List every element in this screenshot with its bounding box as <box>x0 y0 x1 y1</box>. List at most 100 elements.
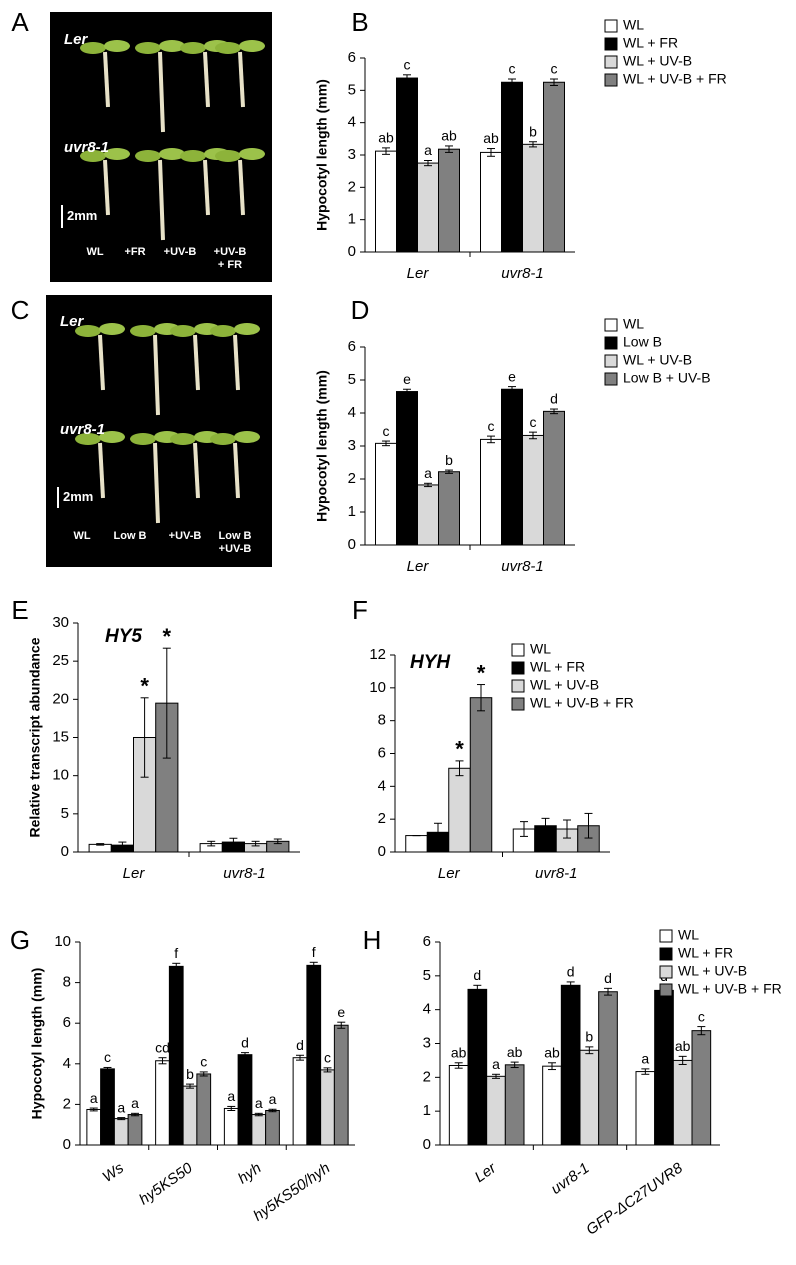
bar <box>306 964 322 1146</box>
legend-swatch <box>659 929 673 943</box>
significance-letter: c <box>404 57 411 73</box>
bar <box>672 1059 693 1146</box>
y-axis-label: Hypocotyl length (mm) <box>314 370 330 522</box>
y-tick-label: 8 <box>378 712 386 729</box>
error-bar <box>199 1071 208 1077</box>
bar <box>396 77 418 253</box>
seedling-leaf <box>215 42 241 54</box>
seedling-stem <box>238 159 245 216</box>
x-tick-label: GFP-ΔC27UVR8 <box>583 1159 686 1238</box>
error-bar <box>251 840 260 847</box>
significance-letter: b <box>585 1029 593 1045</box>
legend-label: WL + UV-B + FR <box>678 981 782 997</box>
legend-label: WL + FR <box>678 945 733 961</box>
bar <box>417 484 439 546</box>
error-bar <box>207 840 216 847</box>
bar <box>635 1071 656 1146</box>
x-tick-label: Ler <box>123 865 146 882</box>
y-tick-label: 20 <box>52 690 69 707</box>
significance-letter: ab <box>675 1038 691 1054</box>
significance-letter: d <box>604 970 612 986</box>
bar <box>467 988 488 1146</box>
significance-letter: a <box>641 1051 649 1067</box>
seedling-leaf <box>234 323 260 335</box>
y-tick-label: 6 <box>63 1014 71 1031</box>
significance-letter: d <box>473 967 481 983</box>
bar <box>405 835 428 853</box>
legend-swatch <box>604 19 618 33</box>
x-tick-label: Ler <box>472 1159 500 1186</box>
error-bar <box>296 1054 304 1061</box>
significance-letter: cd <box>155 1039 170 1055</box>
panel-letter: A <box>11 7 29 37</box>
significance-letter: a <box>90 1090 98 1106</box>
seedling-leaf <box>135 42 161 54</box>
legend-swatch <box>659 965 673 979</box>
significance-letter: c <box>383 423 390 439</box>
bar <box>579 1049 600 1146</box>
seedling-leaf <box>75 433 101 445</box>
error-bar <box>445 469 453 474</box>
error-bar <box>550 78 558 86</box>
seedling-leaf <box>80 150 106 162</box>
error-bar <box>697 1026 706 1036</box>
error-bar <box>641 1068 650 1075</box>
condition-label: WL <box>73 530 90 542</box>
seedling-leaf <box>104 148 130 160</box>
seedling-leaf <box>170 433 196 445</box>
x-tick-label: Ws <box>99 1159 127 1186</box>
x-tick-label: uvr8-1 <box>223 865 266 882</box>
bar <box>560 984 581 1146</box>
significance-letter: ab <box>441 128 457 144</box>
significance-star: * <box>455 737 464 762</box>
legend-swatch <box>604 372 618 386</box>
error-bar <box>241 1052 249 1058</box>
y-tick-label: 3 <box>423 1034 431 1051</box>
y-tick-label: 6 <box>423 933 431 950</box>
bar <box>251 1114 267 1146</box>
y-tick-label: 2 <box>423 1068 431 1085</box>
y-tick-label: 5 <box>423 967 431 984</box>
legend-label: WL <box>678 927 699 943</box>
significance-letter: f <box>312 944 316 960</box>
significance-letter: a <box>269 1091 277 1107</box>
significance-star: * <box>477 660 486 685</box>
bar <box>265 1109 280 1146</box>
y-tick-label: 25 <box>52 652 69 669</box>
bar <box>438 148 460 253</box>
y-tick-label: 1 <box>348 503 356 520</box>
seedling-leaf <box>234 431 260 443</box>
error-bar <box>382 440 390 447</box>
error-bar <box>337 1021 346 1029</box>
seedling-leaf <box>130 325 156 337</box>
panel-letter: H <box>363 925 382 955</box>
panel-letter: D <box>351 295 370 325</box>
y-tick-label: 5 <box>61 805 69 822</box>
error-bar <box>604 987 612 996</box>
significance-letter: d <box>550 391 558 407</box>
significance-letter: a <box>492 1056 500 1072</box>
y-tick-label: 4 <box>348 114 356 131</box>
bar <box>417 162 439 253</box>
legend-label: WL + FR <box>623 35 678 51</box>
x-tick-label: hy5KS50 <box>136 1159 196 1208</box>
bar <box>448 767 471 853</box>
error-bar <box>186 1083 194 1089</box>
error-bar <box>487 435 495 444</box>
seedling-leaf <box>75 325 101 337</box>
bar <box>469 697 493 853</box>
y-tick-label: 4 <box>378 777 386 794</box>
error-bar <box>550 408 558 415</box>
error-bar <box>445 145 453 153</box>
panel-letter: F <box>352 595 368 625</box>
seedling-stem <box>98 442 105 499</box>
error-bar <box>678 1055 687 1065</box>
legend-swatch <box>604 55 618 69</box>
significance-letter: a <box>424 465 432 481</box>
y-tick-label: 0 <box>423 1136 431 1153</box>
y-tick-label: 6 <box>348 49 356 66</box>
significance-letter: ab <box>507 1044 523 1060</box>
y-tick-label: 2 <box>348 178 356 195</box>
bar <box>522 434 544 546</box>
